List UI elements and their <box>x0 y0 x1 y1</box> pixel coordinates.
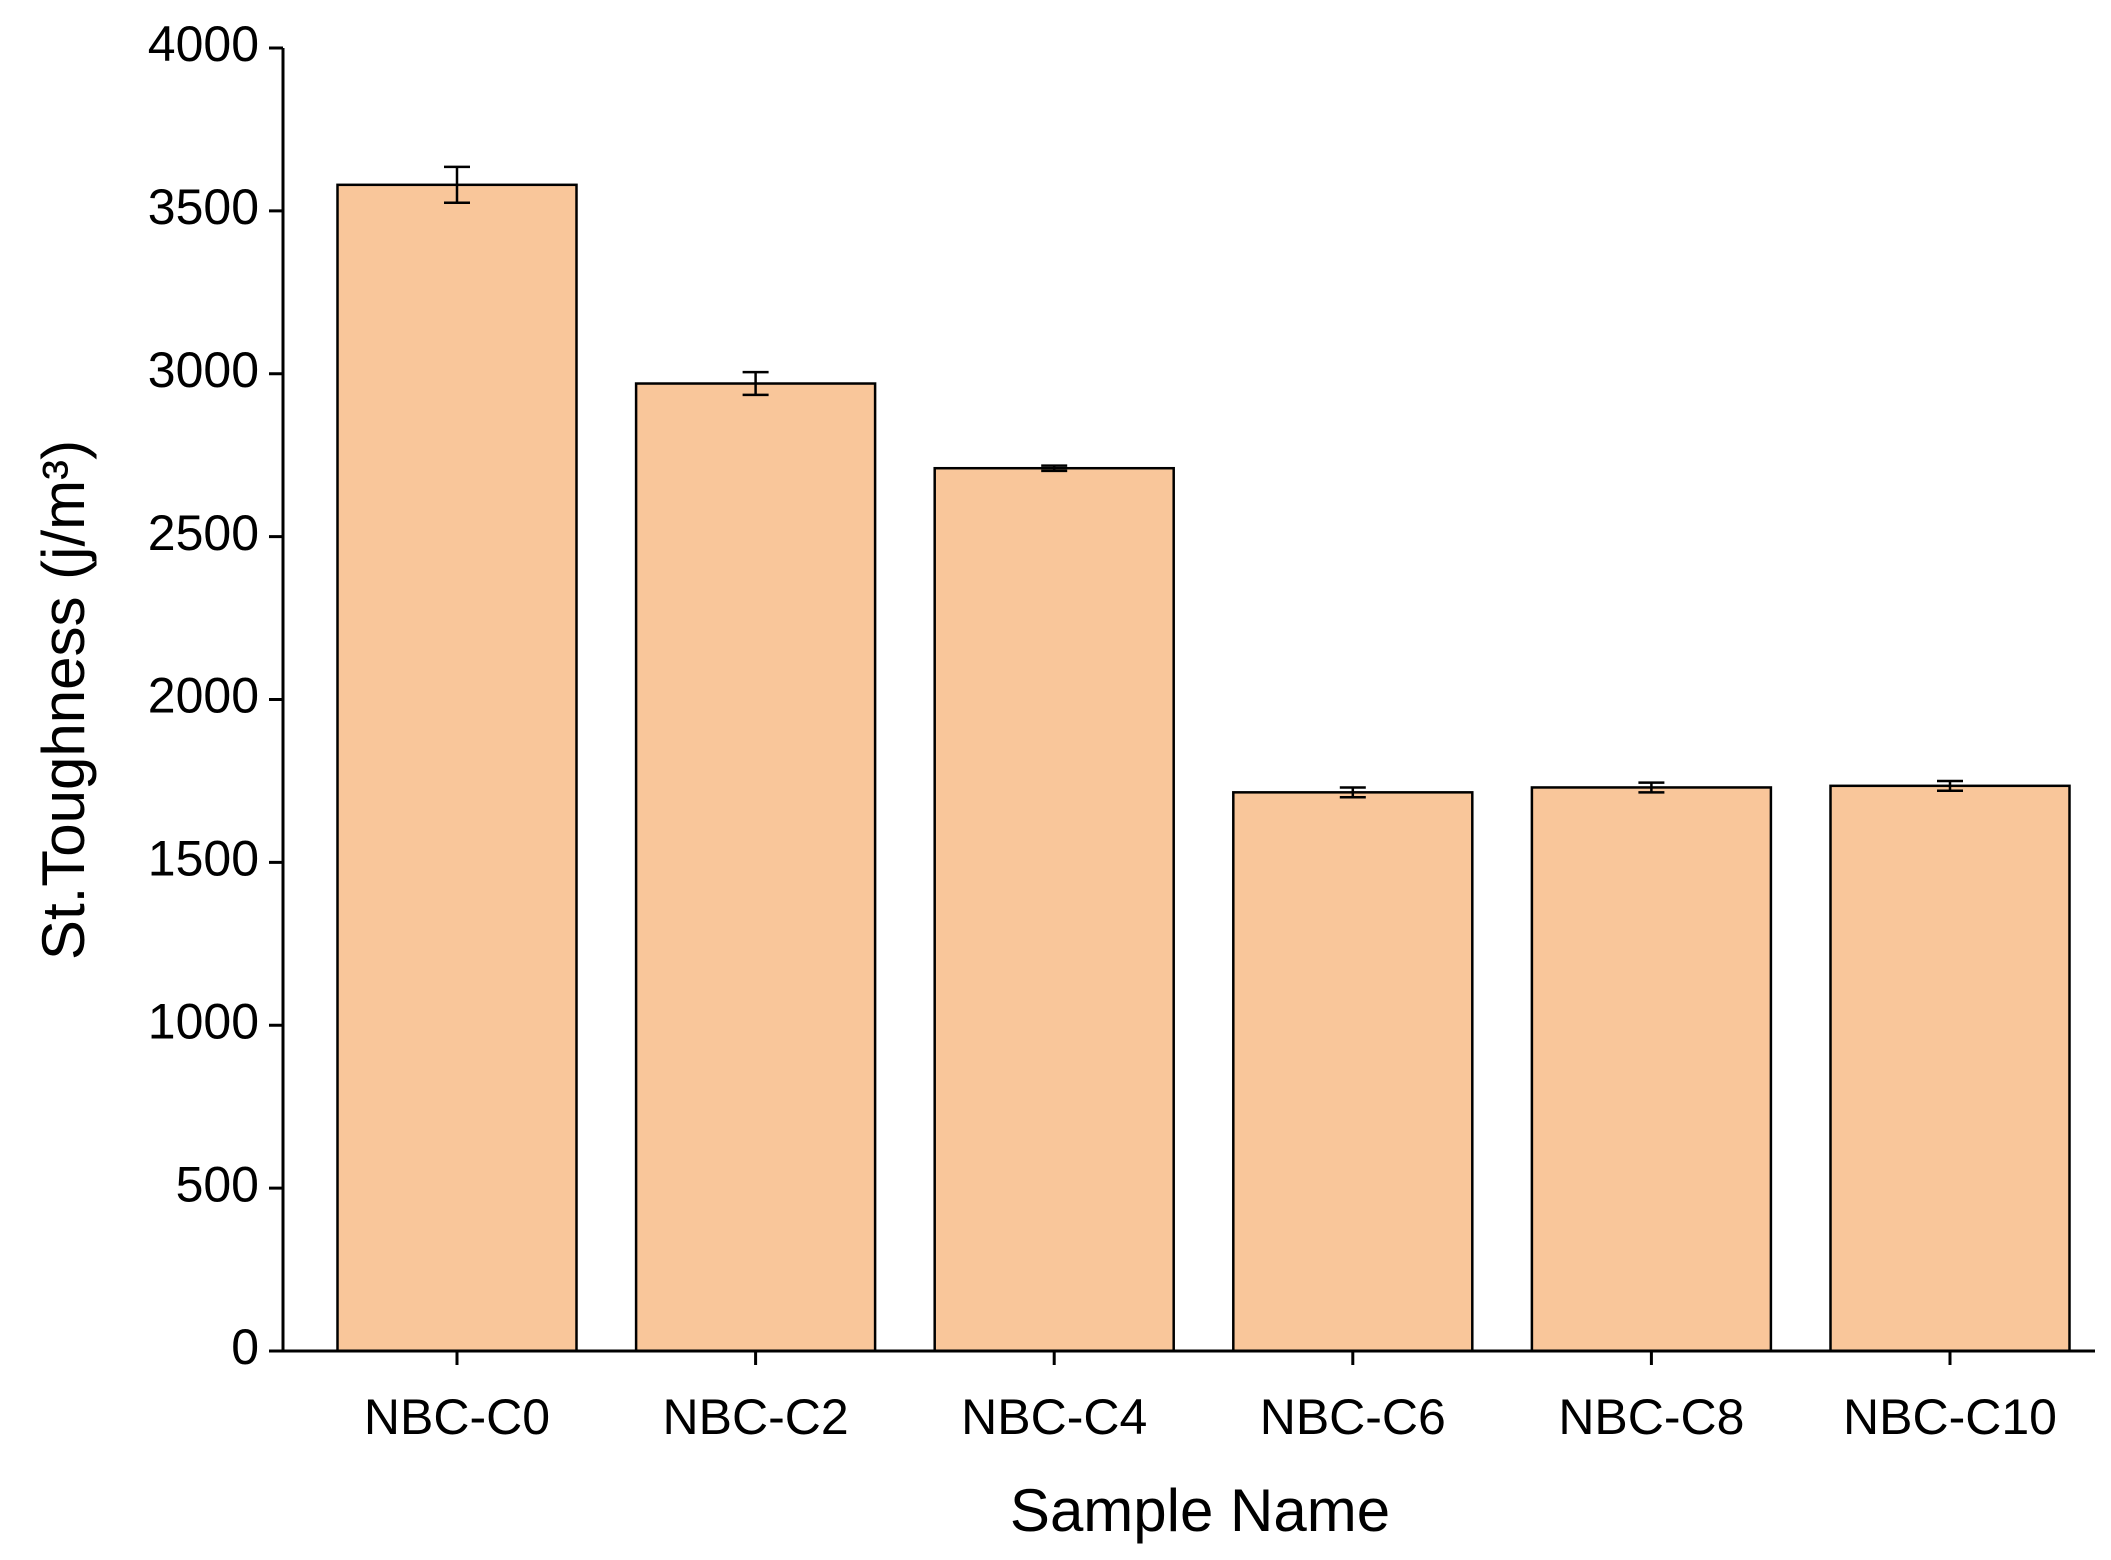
y-tick-label: 1500 <box>148 831 259 887</box>
x-tick-label: NBC-C10 <box>1843 1389 2057 1445</box>
error-bar <box>1638 781 1665 794</box>
x-tick-label: NBC-C8 <box>1558 1389 1744 1445</box>
x-tick-label: NBC-C2 <box>663 1389 849 1445</box>
y-tick-label: 500 <box>176 1156 259 1212</box>
y-tick-label: 2000 <box>148 668 259 724</box>
x-tick-label: NBC-C4 <box>961 1389 1147 1445</box>
x-axis-title: Sample Name <box>1010 1477 1390 1544</box>
y-tick-label: 2500 <box>148 505 259 561</box>
bar <box>1232 791 1474 1353</box>
bar <box>1829 784 2071 1353</box>
bar <box>1530 786 1773 1353</box>
error-bar <box>1041 464 1068 473</box>
y-tick-label: 1000 <box>148 993 259 1049</box>
bar <box>634 382 877 1353</box>
error-bar <box>742 370 769 397</box>
x-tick-label: NBC-C6 <box>1260 1389 1446 1445</box>
error-bar <box>1937 779 1963 792</box>
bar <box>933 466 1175 1353</box>
error-bar <box>1339 786 1366 799</box>
y-tick-label: 0 <box>231 1319 259 1375</box>
y-tick-label: 3000 <box>148 342 259 398</box>
y-tick-label: 3500 <box>148 179 259 235</box>
y-axis-title: St.Toughness (j/m³) <box>30 440 97 960</box>
error-bar <box>444 165 470 204</box>
bar <box>336 183 578 1353</box>
x-tick-label: NBC-C0 <box>364 1389 550 1445</box>
y-tick-label: 4000 <box>148 16 259 72</box>
